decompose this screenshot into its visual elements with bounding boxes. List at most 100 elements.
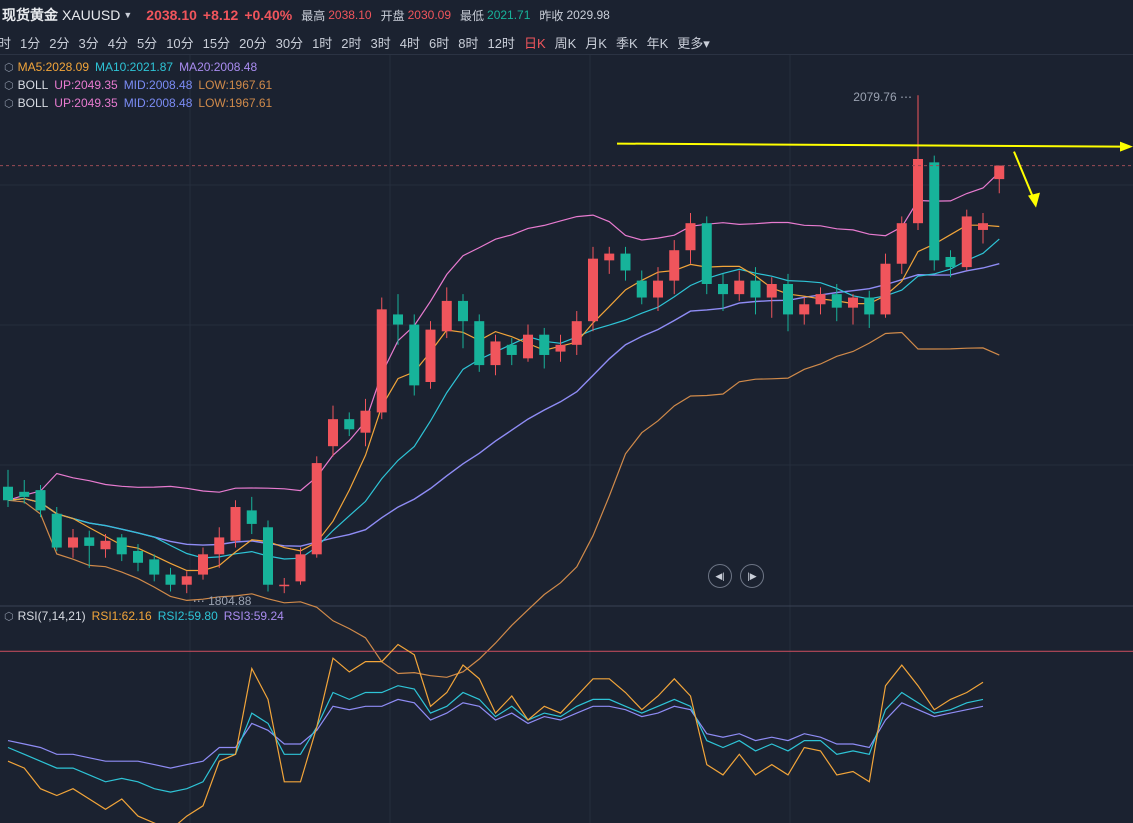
settings-hex-icon[interactable]: ⬡ (4, 61, 14, 74)
high-value: 2038.10 (328, 8, 372, 22)
candle-body (19, 491, 30, 497)
candle-body (685, 223, 696, 251)
candle-body (831, 294, 842, 308)
period-tab[interactable]: 8时 (458, 35, 479, 51)
candle-body (3, 486, 13, 501)
candle-body (815, 294, 826, 305)
kline-chart[interactable]: 2079.76 ⋯ ⋯ 1804.88 (0, 55, 1133, 823)
candle-body (116, 537, 127, 555)
candle-body (149, 559, 160, 575)
candle-body (506, 344, 517, 355)
settings-hex-icon[interactable]: ⬡ (4, 97, 14, 110)
settings-hex-icon[interactable]: ⬡ (4, 610, 14, 623)
legend-value: MA10:2021.87 (95, 60, 174, 74)
ma-legend: ⬡ MA5:2028.09 MA10:2021.87 MA20:2008.48 (4, 60, 263, 74)
period-tab[interactable]: 4时 (399, 35, 420, 51)
candle-body (51, 513, 62, 548)
prev-close-value: 2029.98 (566, 8, 610, 22)
candle-body (766, 284, 777, 298)
ma10-line (7, 238, 1000, 560)
period-tab[interactable]: 12时 (487, 35, 515, 51)
resistance-annotation-line (616, 142, 1123, 148)
candle-body (425, 329, 436, 382)
last-price: 2038.10 (146, 7, 197, 23)
legend-value: RSI1:62.16 (91, 609, 152, 623)
skip-back-icon[interactable]: ◀| (708, 564, 732, 588)
candle-body (783, 284, 793, 315)
period-tab[interactable]: 4分 (107, 35, 128, 51)
candle-body (133, 550, 143, 563)
candle-body (636, 280, 647, 298)
candle-body (230, 507, 241, 541)
legend-value: LOW:1967.61 (198, 78, 273, 92)
legend-value: RSI2:59.80 (157, 609, 218, 623)
instrument-title: 现货黄金 (2, 7, 58, 23)
legend-value: MA5:2028.09 (17, 60, 89, 74)
candle-body (978, 223, 988, 230)
period-tab[interactable]: 日K (523, 35, 546, 51)
candle-body (620, 253, 631, 271)
period-tab[interactable]: 6时 (429, 35, 450, 51)
candle-body (896, 223, 907, 264)
period-tab[interactable]: 3时 (370, 35, 391, 51)
candle-body (929, 162, 940, 261)
candle-body (35, 490, 46, 511)
candle-body (994, 165, 1005, 180)
candle-body (734, 280, 745, 295)
period-tab[interactable]: 2分 (49, 35, 70, 51)
candle-body (360, 410, 371, 433)
low-value: 2021.71 (487, 8, 531, 22)
candle-body (84, 537, 95, 546)
period-tab[interactable]: 年K (646, 35, 669, 51)
legend-name: BOLL (17, 96, 49, 110)
candle-body (539, 334, 550, 355)
down-arrow-head (1028, 192, 1040, 208)
candle-body (263, 527, 273, 585)
period-tab[interactable]: 5分 (136, 35, 158, 51)
candle-body (441, 300, 452, 332)
candle-body (409, 324, 420, 386)
candle-body (799, 304, 810, 315)
period-tab[interactable]: 月K (585, 35, 607, 51)
candle-body (68, 537, 78, 548)
period-tab[interactable]: 2时 (341, 35, 362, 51)
legend-value: MA20:2008.48 (179, 60, 258, 74)
chevron-down-icon[interactable]: ▼ (123, 10, 133, 20)
period-tab[interactable]: 3分 (78, 35, 99, 51)
candle-body (669, 250, 680, 281)
period-tab[interactable]: 时 (0, 35, 12, 51)
candle-body (214, 537, 225, 555)
period-tab[interactable]: 季K (615, 35, 638, 51)
min-price-label: ⋯ 1804.88 (193, 594, 252, 608)
max-price-label: 2079.76 ⋯ (853, 90, 912, 104)
period-tab[interactable]: 1分 (20, 35, 41, 51)
period-tab[interactable]: 1时 (312, 35, 333, 51)
settings-hex-icon[interactable]: ⬡ (4, 79, 14, 92)
open-label: 开盘 (380, 8, 405, 23)
period-tab[interactable]: 周K (554, 35, 577, 51)
skip-forward-icon[interactable]: |▶ (740, 564, 764, 588)
legend-value: UP:2049.35 (54, 96, 118, 110)
candle-body (165, 574, 176, 585)
prev-close-label: 昨收 (539, 8, 564, 23)
candle-body (588, 258, 598, 322)
candle-body (311, 463, 322, 555)
price-change-pct: +0.40% (244, 7, 293, 23)
period-tab[interactable]: 更多▾ (677, 35, 710, 51)
rsi1-line (7, 643, 984, 823)
period-tab[interactable]: 30分 (275, 35, 304, 51)
legend-name: RSI(7,14,21) (17, 609, 86, 623)
open-value: 2030.09 (407, 8, 452, 22)
symbol-selector[interactable]: XAUUSD (62, 7, 121, 23)
legend-value: RSI3:59.24 (223, 609, 284, 623)
boll-legend-1: ⬡ BOLL UP:2049.35 MID:2008.48 LOW:1967.61 (4, 78, 278, 92)
period-tab[interactable]: 20分 (239, 35, 267, 51)
candle-body (848, 297, 858, 308)
resistance-arrow-head (1120, 141, 1133, 152)
period-tab[interactable]: 10分 (166, 35, 194, 51)
candle-body (945, 256, 956, 268)
candle-body (571, 321, 582, 345)
candle-body (474, 321, 485, 366)
rsi-legend: ⬡ RSI(7,14,21) RSI1:62.16 RSI2:59.80 RSI3:59… (4, 609, 290, 623)
period-tab[interactable]: 15分 (202, 35, 231, 51)
